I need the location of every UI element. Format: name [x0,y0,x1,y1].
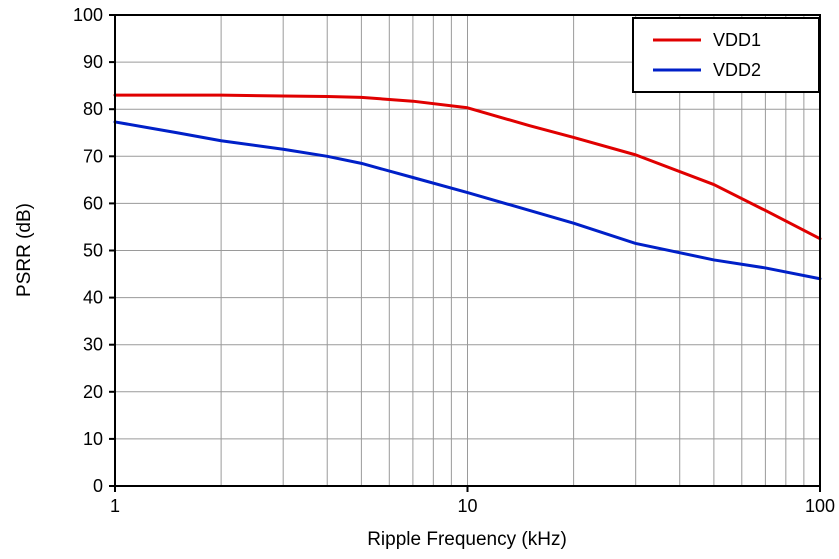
legend-item-vdd1: VDD1 [653,30,761,50]
axis-tick-labels: 1 10 100 0 10 20 30 40 50 60 70 80 90 100 [73,5,835,516]
y-tick-label: 20 [83,382,103,402]
x-axis-title: Ripple Frequency (kHz) [367,529,567,550]
y-tick-label: 60 [83,193,103,213]
y-tick-label: 40 [83,288,103,308]
x-tick-label: 1 [110,496,120,516]
data-series [113,93,822,281]
y-tick-label: 10 [83,429,103,449]
x-tick-label: 10 [457,496,477,516]
x-tick-label: 100 [805,496,835,516]
y-tick-label: 90 [83,52,103,72]
axis-ticks [109,14,821,492]
legend-item-vdd2: VDD2 [653,60,761,80]
y-tick-label: 30 [83,335,103,355]
legend-label: VDD1 [713,30,761,50]
y-tick-label: 0 [93,476,103,496]
legend-box [632,17,820,93]
y-tick-label: 100 [73,5,103,25]
series-line-vdd1 [113,93,822,241]
y-tick-label: 80 [83,99,103,119]
y-tick-label: 50 [83,241,103,261]
series-line-vdd2 [113,120,822,281]
y-tick-label: 70 [83,146,103,166]
y-axis-title: PSRR (dB) [14,203,35,297]
legend: VDD1 VDD2 [632,17,820,93]
legend-label: VDD2 [713,60,761,80]
